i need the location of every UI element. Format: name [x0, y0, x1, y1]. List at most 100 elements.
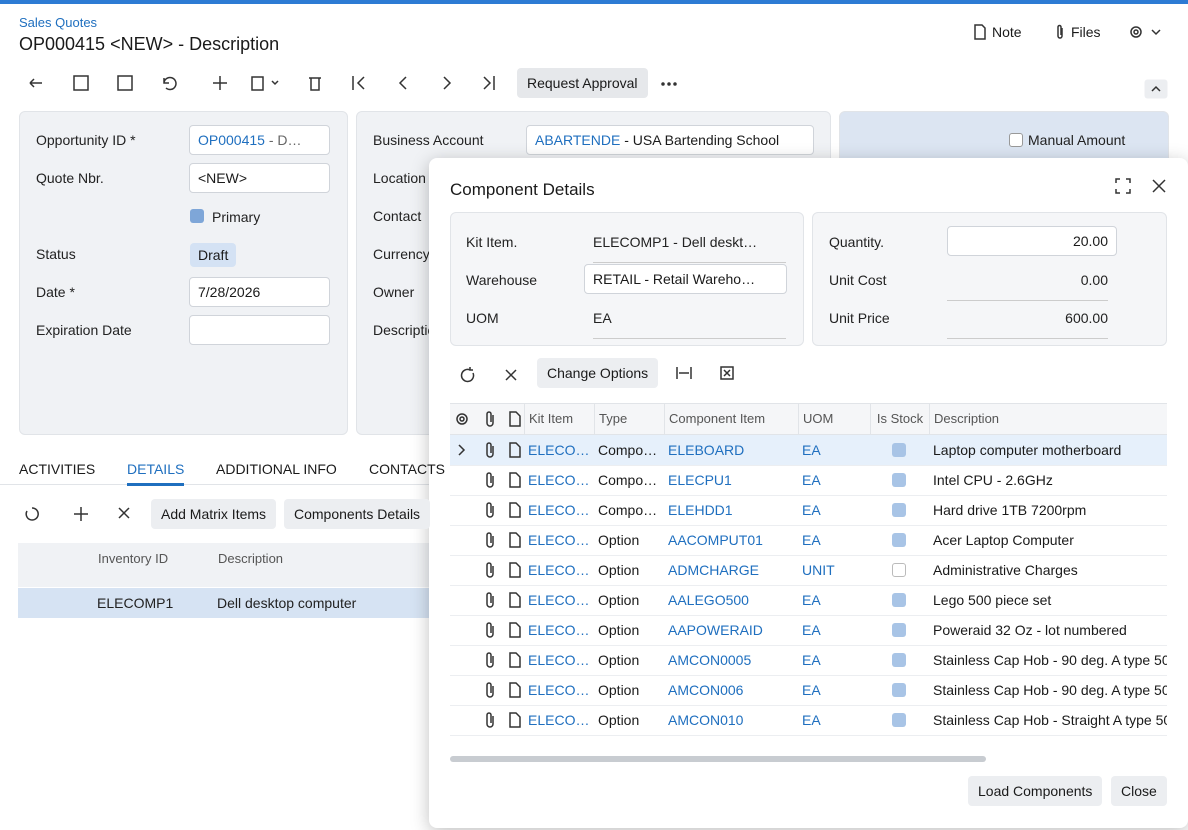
grid-row[interactable]: ELECO… Option AALEGO500 EA Lego 500 piece se…: [450, 585, 1167, 616]
primary-checkbox[interactable]: [190, 209, 204, 223]
component-item[interactable]: AMCON006: [668, 682, 744, 698]
load-components-button[interactable]: Load Components: [968, 776, 1103, 806]
uom[interactable]: EA: [802, 592, 821, 608]
more-icon[interactable]: [661, 76, 677, 92]
tab[interactable]: ACTIVITIES: [19, 461, 96, 477]
is-stock-checkbox[interactable]: [892, 593, 906, 607]
files-button[interactable]: Files: [1071, 24, 1101, 40]
uom[interactable]: EA: [802, 502, 821, 518]
row-icons[interactable]: [454, 472, 522, 488]
date-input[interactable]: 7/28/2026: [189, 277, 330, 307]
row-icons[interactable]: [454, 442, 522, 458]
request-approval-button[interactable]: Request Approval: [517, 68, 648, 98]
row-icons[interactable]: [454, 562, 522, 578]
uom[interactable]: EA: [802, 712, 821, 728]
kit-item[interactable]: ELECO…: [528, 442, 590, 458]
expiration-date-input[interactable]: [189, 315, 330, 345]
tab[interactable]: CONTACTS: [369, 461, 445, 477]
kit-item[interactable]: ELECO…: [528, 472, 590, 488]
business-account-link[interactable]: ABARTENDE: [535, 132, 621, 148]
uom[interactable]: EA: [802, 472, 821, 488]
change-options-button[interactable]: Change Options: [537, 358, 659, 388]
kit-item[interactable]: ELECO…: [528, 652, 590, 668]
uom[interactable]: EA: [802, 442, 821, 458]
component-item[interactable]: ELEBOARD: [668, 442, 745, 458]
kit-item[interactable]: ELECO…: [528, 622, 590, 638]
grid-row[interactable]: ELECO… Option AMCON0005 EA Stainless Cap Hob…: [450, 645, 1167, 676]
is-stock-checkbox[interactable]: [892, 713, 906, 727]
main-toolbar-icons[interactable]: [20, 70, 510, 98]
collapse-icon[interactable]: [1144, 79, 1168, 99]
component-item[interactable]: AMCON010: [668, 712, 744, 728]
kit-item[interactable]: ELECO…: [528, 562, 590, 578]
grid-row[interactable]: ELECO… Option AAPOWERAID EA Poweraid 32 Oz -…: [450, 615, 1167, 646]
row-icons[interactable]: [454, 652, 522, 668]
tab[interactable]: DETAILS: [127, 461, 185, 486]
uom[interactable]: EA: [802, 532, 821, 548]
grid-row[interactable]: ELECO… Option AMCON006 EA Stainless Cap Hob …: [450, 675, 1167, 706]
component-item[interactable]: AALEGO500: [668, 592, 749, 608]
kit-item[interactable]: ELECO…: [528, 712, 590, 728]
row-icons[interactable]: [454, 532, 522, 548]
business-account-input[interactable]: ABARTENDE - USA Bartending School: [526, 125, 814, 155]
is-stock-checkbox[interactable]: [892, 503, 906, 517]
uom[interactable]: EA: [802, 652, 821, 668]
type: Compo…: [598, 472, 658, 488]
scrollbar[interactable]: [450, 756, 986, 762]
grid-row[interactable]: ELECO… Option AACOMPUT01 EA Acer Laptop Comp…: [450, 525, 1167, 556]
column-header: Component Item: [664, 404, 798, 434]
opportunity-id-input[interactable]: OP000415 - D…: [189, 125, 330, 155]
grid-row[interactable]: ELECO… Compo… ELEBOARD EA Laptop computer mo…: [450, 435, 1167, 466]
header-icons[interactable]: [454, 411, 522, 427]
is-stock-checkbox[interactable]: [892, 443, 906, 457]
component-item[interactable]: AMCON0005: [668, 652, 752, 668]
component-item[interactable]: ELECPU1: [668, 472, 732, 488]
close-icon[interactable]: [1151, 178, 1167, 194]
kit-item[interactable]: ELECO…: [528, 682, 590, 698]
row-icons[interactable]: [454, 682, 522, 698]
type: Compo…: [598, 442, 658, 458]
manual-amount-checkbox[interactable]: [1009, 133, 1023, 147]
details-row[interactable]: [18, 588, 438, 618]
grid-row[interactable]: ELECO… Compo… ELECPU1 EA Intel CPU - 2.6GHz: [450, 465, 1167, 496]
grid-row[interactable]: ELECO… Option AMCON010 EA Stainless Cap Hob …: [450, 705, 1167, 736]
is-stock-checkbox[interactable]: [892, 563, 906, 577]
component-item[interactable]: ELEHDD1: [668, 502, 733, 518]
details-button[interactable]: Components Details: [284, 499, 431, 529]
breadcrumb[interactable]: Sales Quotes: [19, 15, 98, 30]
row-icons[interactable]: [454, 622, 522, 638]
opportunity-link[interactable]: OP000415: [198, 132, 265, 148]
uom[interactable]: UNIT: [802, 562, 835, 578]
is-stock-checkbox[interactable]: [892, 473, 906, 487]
settings-icon[interactable]: [1128, 24, 1164, 40]
dialog-toolbar-icons-2[interactable]: [675, 364, 735, 384]
quote-nbr-input[interactable]: <NEW>: [189, 163, 330, 193]
quantity-input[interactable]: 20.00: [947, 226, 1117, 256]
warehouse-input[interactable]: RETAIL - Retail Wareho…: [584, 264, 787, 294]
row-icons[interactable]: [454, 712, 522, 728]
component-item[interactable]: AAPOWERAID: [668, 622, 763, 638]
kit-item[interactable]: ELECO…: [528, 592, 590, 608]
kit-item[interactable]: ELECO…: [528, 532, 590, 548]
details-toolbar-icons[interactable]: [20, 502, 140, 526]
kit-item[interactable]: ELECO…: [528, 502, 590, 518]
uom[interactable]: EA: [802, 682, 821, 698]
row-icons[interactable]: [454, 592, 522, 608]
is-stock-checkbox[interactable]: [892, 623, 906, 637]
tab[interactable]: ADDITIONAL INFO: [216, 461, 337, 477]
row-icons[interactable]: [454, 502, 522, 518]
is-stock-checkbox[interactable]: [892, 653, 906, 667]
uom[interactable]: EA: [802, 622, 821, 638]
note-button[interactable]: Note: [992, 24, 1022, 40]
is-stock-checkbox[interactable]: [892, 683, 906, 697]
is-stock-checkbox[interactable]: [892, 533, 906, 547]
maximize-icon[interactable]: [1115, 178, 1131, 194]
inventory-id-link[interactable]: ELECOMP1: [97, 595, 174, 611]
component-item[interactable]: AACOMPUT01: [668, 532, 763, 548]
details-button[interactable]: Add Matrix Items: [151, 499, 277, 529]
component-item[interactable]: ADMCHARGE: [668, 562, 760, 578]
grid-row[interactable]: ELECO… Compo… ELEHDD1 EA Hard drive 1TB 7200…: [450, 495, 1167, 526]
dialog-toolbar-icons[interactable]: [457, 364, 557, 388]
grid-row[interactable]: ELECO… Option ADMCHARGE UNIT Administrative …: [450, 555, 1167, 586]
close-button[interactable]: Close: [1111, 776, 1167, 806]
